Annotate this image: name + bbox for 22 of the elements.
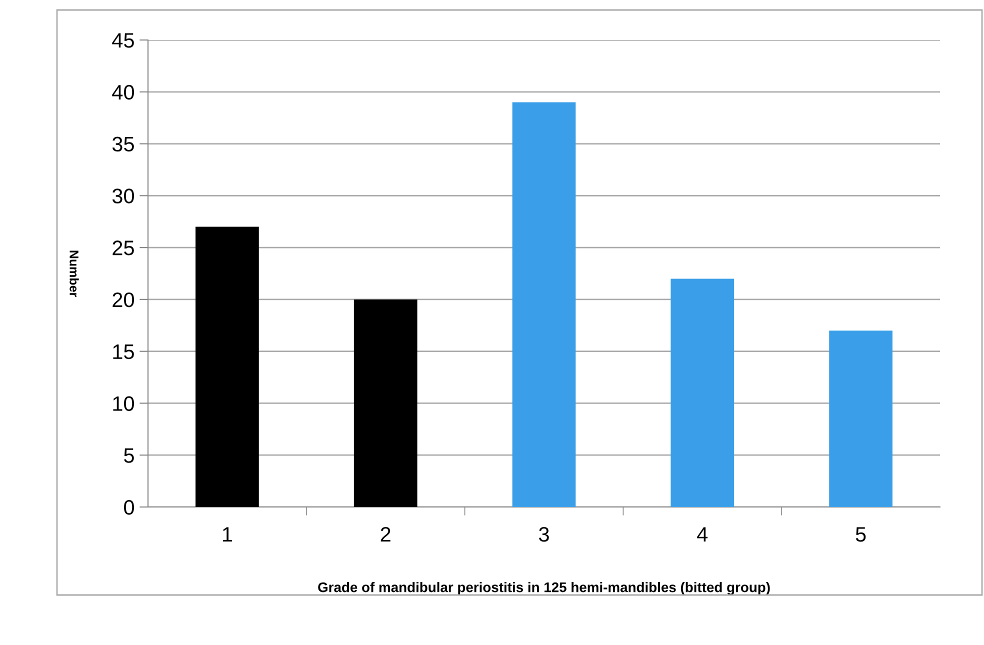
y-axis-title: Number (70, 250, 79, 297)
y-tick-label: 15 (113, 344, 134, 360)
y-tick-label: 40 (112, 84, 134, 100)
y-tick-label: 35 (112, 136, 134, 152)
y-tick-label: 5 (124, 448, 134, 463)
bar (829, 330, 892, 507)
x-tick-label: 3 (539, 526, 549, 542)
y-tick-label: 30 (112, 188, 134, 204)
x-axis-title: Grade of mandibular periostitis in 125 hemi-mandibles (bitted group) (318, 582, 770, 596)
y-tick-label: 20 (112, 292, 134, 308)
y-tick-label: 10 (113, 396, 134, 411)
x-tick-label: 4 (697, 527, 708, 542)
x-tick-label: 2 (380, 526, 390, 542)
bar (670, 278, 734, 507)
x-tick-label: 1 (222, 527, 232, 542)
bar (196, 226, 259, 507)
bar (354, 299, 418, 507)
y-tick-label: 0 (124, 500, 134, 515)
x-tick-label: 5 (856, 527, 866, 542)
y-tick-label: 45 (112, 33, 134, 48)
y-tick-label: 25 (112, 240, 134, 256)
bar (512, 102, 576, 507)
